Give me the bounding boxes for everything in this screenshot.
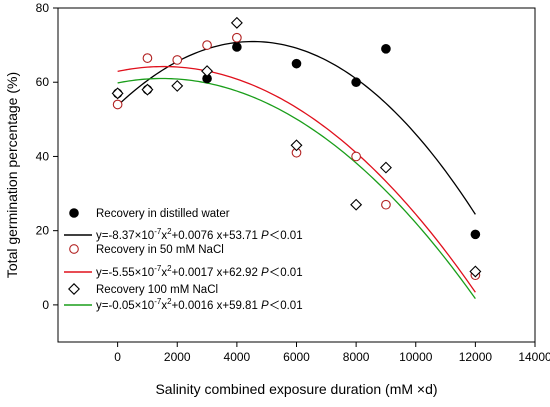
- x-tick-label: 8000: [343, 350, 370, 364]
- x-tick-label: 4000: [224, 350, 251, 364]
- legend-symbol-2: [69, 244, 79, 254]
- series-1-point: [232, 42, 242, 52]
- legend-label-3: Recovery 100 mM NaCl: [96, 284, 218, 296]
- legend-label-2: Recovery in 50 mM NaCl: [96, 244, 224, 256]
- series-3-point: [379, 161, 392, 174]
- y-axis-title: Total germination percentage (%): [4, 72, 20, 278]
- legend-symbol-1: [69, 208, 79, 218]
- series-3-point: [469, 265, 482, 278]
- fit-curve-3: [117, 77, 476, 300]
- tick-layer: 0 2000 4000 6000 8000 10000 12000 14000 0 20 40 60 8…: [36, 1, 550, 364]
- data-points: [111, 16, 482, 281]
- series-1-point: [381, 44, 391, 54]
- legend-equation-3: y=-0.05×10-7x2+0.0016 x+59.81 P＜0.01: [96, 297, 303, 312]
- series-1-point: [291, 58, 302, 69]
- x-tick-label: 12000: [459, 350, 493, 364]
- plot-frame: [57, 7, 536, 343]
- series-3-point: [201, 65, 214, 78]
- y-tick-label: 20: [36, 224, 50, 238]
- series-2-point: [112, 99, 123, 110]
- legend-equation-1: y=-8.37×10-7x2+0.0076 x+53.71 P＜0.01: [96, 227, 303, 242]
- legend: Recovery in distilled water y=-8.37×10-7x…: [64, 208, 303, 312]
- legend-symbol-3: [68, 283, 80, 295]
- legend-equation-2: y=-5.55×10-7x2+0.0017 x+62.92 P＜0.01: [96, 264, 303, 279]
- series-1-point: [351, 77, 361, 88]
- series-3-point: [111, 87, 124, 100]
- x-tick-label: 6000: [283, 350, 310, 364]
- x-tick-label: 0: [114, 350, 121, 364]
- x-axis-title: Salinity combined exposure duration (mM …: [155, 381, 437, 397]
- series-1-point: [470, 229, 481, 240]
- series-2-point: [142, 53, 153, 63]
- series-3-point: [230, 16, 243, 29]
- y-tick-label: 40: [36, 149, 50, 163]
- series-2-point: [232, 32, 242, 43]
- series-2-point: [381, 199, 391, 210]
- series-3-point: [290, 139, 303, 152]
- y-tick-label: 0: [42, 298, 49, 312]
- series-2-point: [351, 151, 361, 162]
- series-3-point: [141, 83, 154, 96]
- series-3-point: [350, 198, 363, 211]
- x-tick-label: 2000: [164, 350, 191, 364]
- y-tick-label: 80: [36, 1, 50, 15]
- y-tick-label: 60: [36, 75, 50, 89]
- series-2-point: [202, 40, 212, 50]
- x-tick-label: 10000: [399, 350, 433, 364]
- series-2-point: [172, 55, 183, 65]
- legend-label-1: Recovery in distilled water: [96, 208, 230, 220]
- series-3-point: [171, 79, 184, 92]
- fit-curve-2: [117, 65, 476, 293]
- x-tick-label: 14000: [518, 350, 550, 364]
- fit-curves: [117, 40, 476, 300]
